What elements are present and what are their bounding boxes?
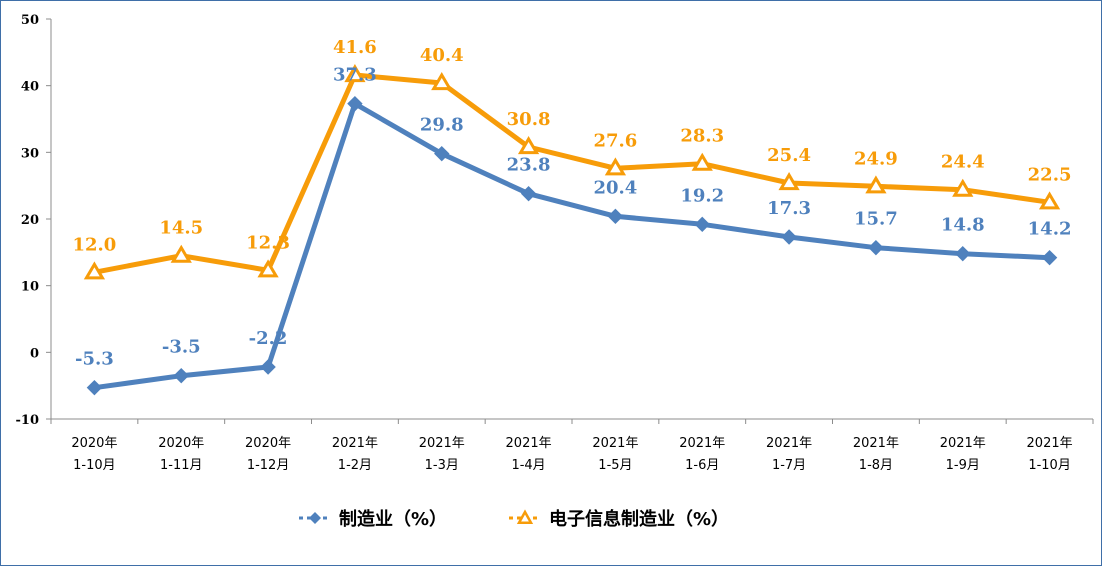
data-label: 20.4 (593, 177, 637, 198)
series-line-manufacturing (91, 101, 1053, 391)
x-tick-label-period: 1-10月 (73, 458, 116, 473)
axes (46, 18, 1094, 424)
y-tick-label: 40 (21, 80, 39, 95)
y-tick-labels: -10 0 10 20 30 40 50 (16, 13, 40, 428)
data-label: 14.2 (1028, 219, 1072, 240)
data-label: -2.2 (249, 328, 288, 349)
y-tick-label: -10 (16, 413, 40, 428)
data-point-diamond (347, 95, 363, 112)
data-point-diamond (955, 245, 971, 262)
data-point-triangle (865, 175, 887, 194)
data-label: 23.8 (507, 155, 551, 176)
data-point-diamond (173, 367, 189, 384)
data-point-triangle (83, 261, 106, 280)
data-label: 40.4 (420, 45, 464, 66)
x-tick-label-period: 1-4月 (511, 458, 545, 473)
x-tick-labels: 2020年 1-10月 2020年 1-11月 2020年 1-12月 2021年 1-2月 2… (71, 436, 1072, 473)
x-tick-label-period: 1-9月 (946, 458, 980, 473)
data-point-triangle (691, 152, 713, 171)
data-point-diamond (520, 185, 537, 202)
data-point-diamond (86, 379, 103, 396)
data-label: 15.7 (854, 209, 898, 230)
x-tick-label-year: 2020年 (158, 436, 204, 451)
data-point-triangle (778, 172, 800, 191)
x-tick-label-year: 2021年 (766, 436, 812, 451)
data-label: 29.8 (420, 115, 464, 136)
x-tick-label-period: 1-2月 (338, 458, 372, 473)
data-label: 25.4 (767, 145, 811, 166)
x-tick-label-year: 2021年 (592, 436, 638, 451)
data-label: 12.3 (246, 232, 290, 253)
x-tick-label-period: 1-11月 (160, 458, 203, 473)
legend-marker-diamond (309, 512, 321, 524)
data-point-triangle (604, 157, 627, 176)
x-tick-label-period: 1-3月 (425, 458, 459, 473)
data-label: 22.5 (1028, 164, 1072, 185)
x-tick-label-year: 2021年 (1027, 436, 1073, 451)
data-label: -5.3 (75, 349, 114, 370)
data-label: 17.3 (767, 198, 811, 219)
x-tick-label-period: 1-12月 (247, 458, 290, 473)
x-tick-label-year: 2020年 (71, 436, 117, 451)
y-tick-label: 30 (21, 146, 39, 161)
data-point-triangle (1038, 191, 1061, 210)
x-tick-label-year: 2021年 (332, 436, 378, 451)
data-point-triangle (517, 136, 540, 155)
data-labels: -5.3 -3.5 -2.2 37.3 29.8 23.8 20.4 19.2 17.3 15.7… (72, 37, 1071, 370)
data-label: 41.6 (333, 37, 377, 58)
x-tick-label-period: 1-6月 (685, 458, 719, 473)
data-label: 24.9 (854, 148, 898, 169)
x-tick-label-period: 1-7月 (772, 458, 806, 473)
data-label: 14.5 (159, 218, 203, 239)
data-point-diamond (434, 145, 450, 162)
data-point-diamond (694, 216, 710, 233)
series-line-electronics (91, 72, 1053, 275)
data-label: 19.2 (680, 185, 724, 206)
x-tick-label-period: 1-5月 (598, 458, 632, 473)
data-label: 28.3 (680, 126, 724, 147)
data-point-triangle (170, 244, 192, 263)
data-label: 30.8 (507, 109, 551, 130)
x-tick-label-year: 2021年 (506, 436, 552, 451)
x-tick-label-year: 2021年 (940, 436, 986, 451)
data-point-diamond (868, 239, 884, 256)
x-tick-label-year: 2021年 (419, 436, 465, 451)
data-point-triangle (431, 72, 453, 91)
data-label: 24.4 (941, 152, 985, 173)
data-point-triangle (257, 259, 279, 278)
legend-label: 电子信息制造业（%） (549, 508, 729, 530)
series-lines (83, 64, 1061, 396)
legend: 制造业（%） 电子信息制造业（%） (299, 508, 729, 530)
legend-label: 制造业（%） (339, 508, 447, 530)
data-point-triangle (952, 178, 974, 197)
x-tick-label-period: 1-8月 (859, 458, 893, 473)
x-tick-label-period: 1-10月 (1028, 458, 1071, 473)
data-point-diamond (607, 208, 624, 225)
data-point-triangle (344, 64, 366, 83)
data-label: -3.5 (162, 337, 201, 358)
data-label: 27.6 (593, 130, 637, 151)
y-tick-label: 10 (21, 280, 39, 295)
x-tick-label-year: 2021年 (679, 436, 725, 451)
data-label: 37.3 (333, 65, 377, 86)
x-tick-label-year: 2020年 (245, 436, 291, 451)
x-tick-label-year: 2021年 (853, 436, 899, 451)
y-tick-label: 0 (30, 346, 39, 361)
data-point-diamond (1041, 249, 1058, 266)
data-point-diamond (781, 229, 797, 245)
y-tick-label: 20 (21, 213, 39, 228)
y-tick-label: 50 (21, 13, 39, 28)
data-label: 12.0 (72, 234, 116, 255)
data-point-diamond (260, 359, 276, 375)
legend-marker-triangle (516, 509, 534, 525)
data-label: 14.8 (941, 215, 985, 236)
